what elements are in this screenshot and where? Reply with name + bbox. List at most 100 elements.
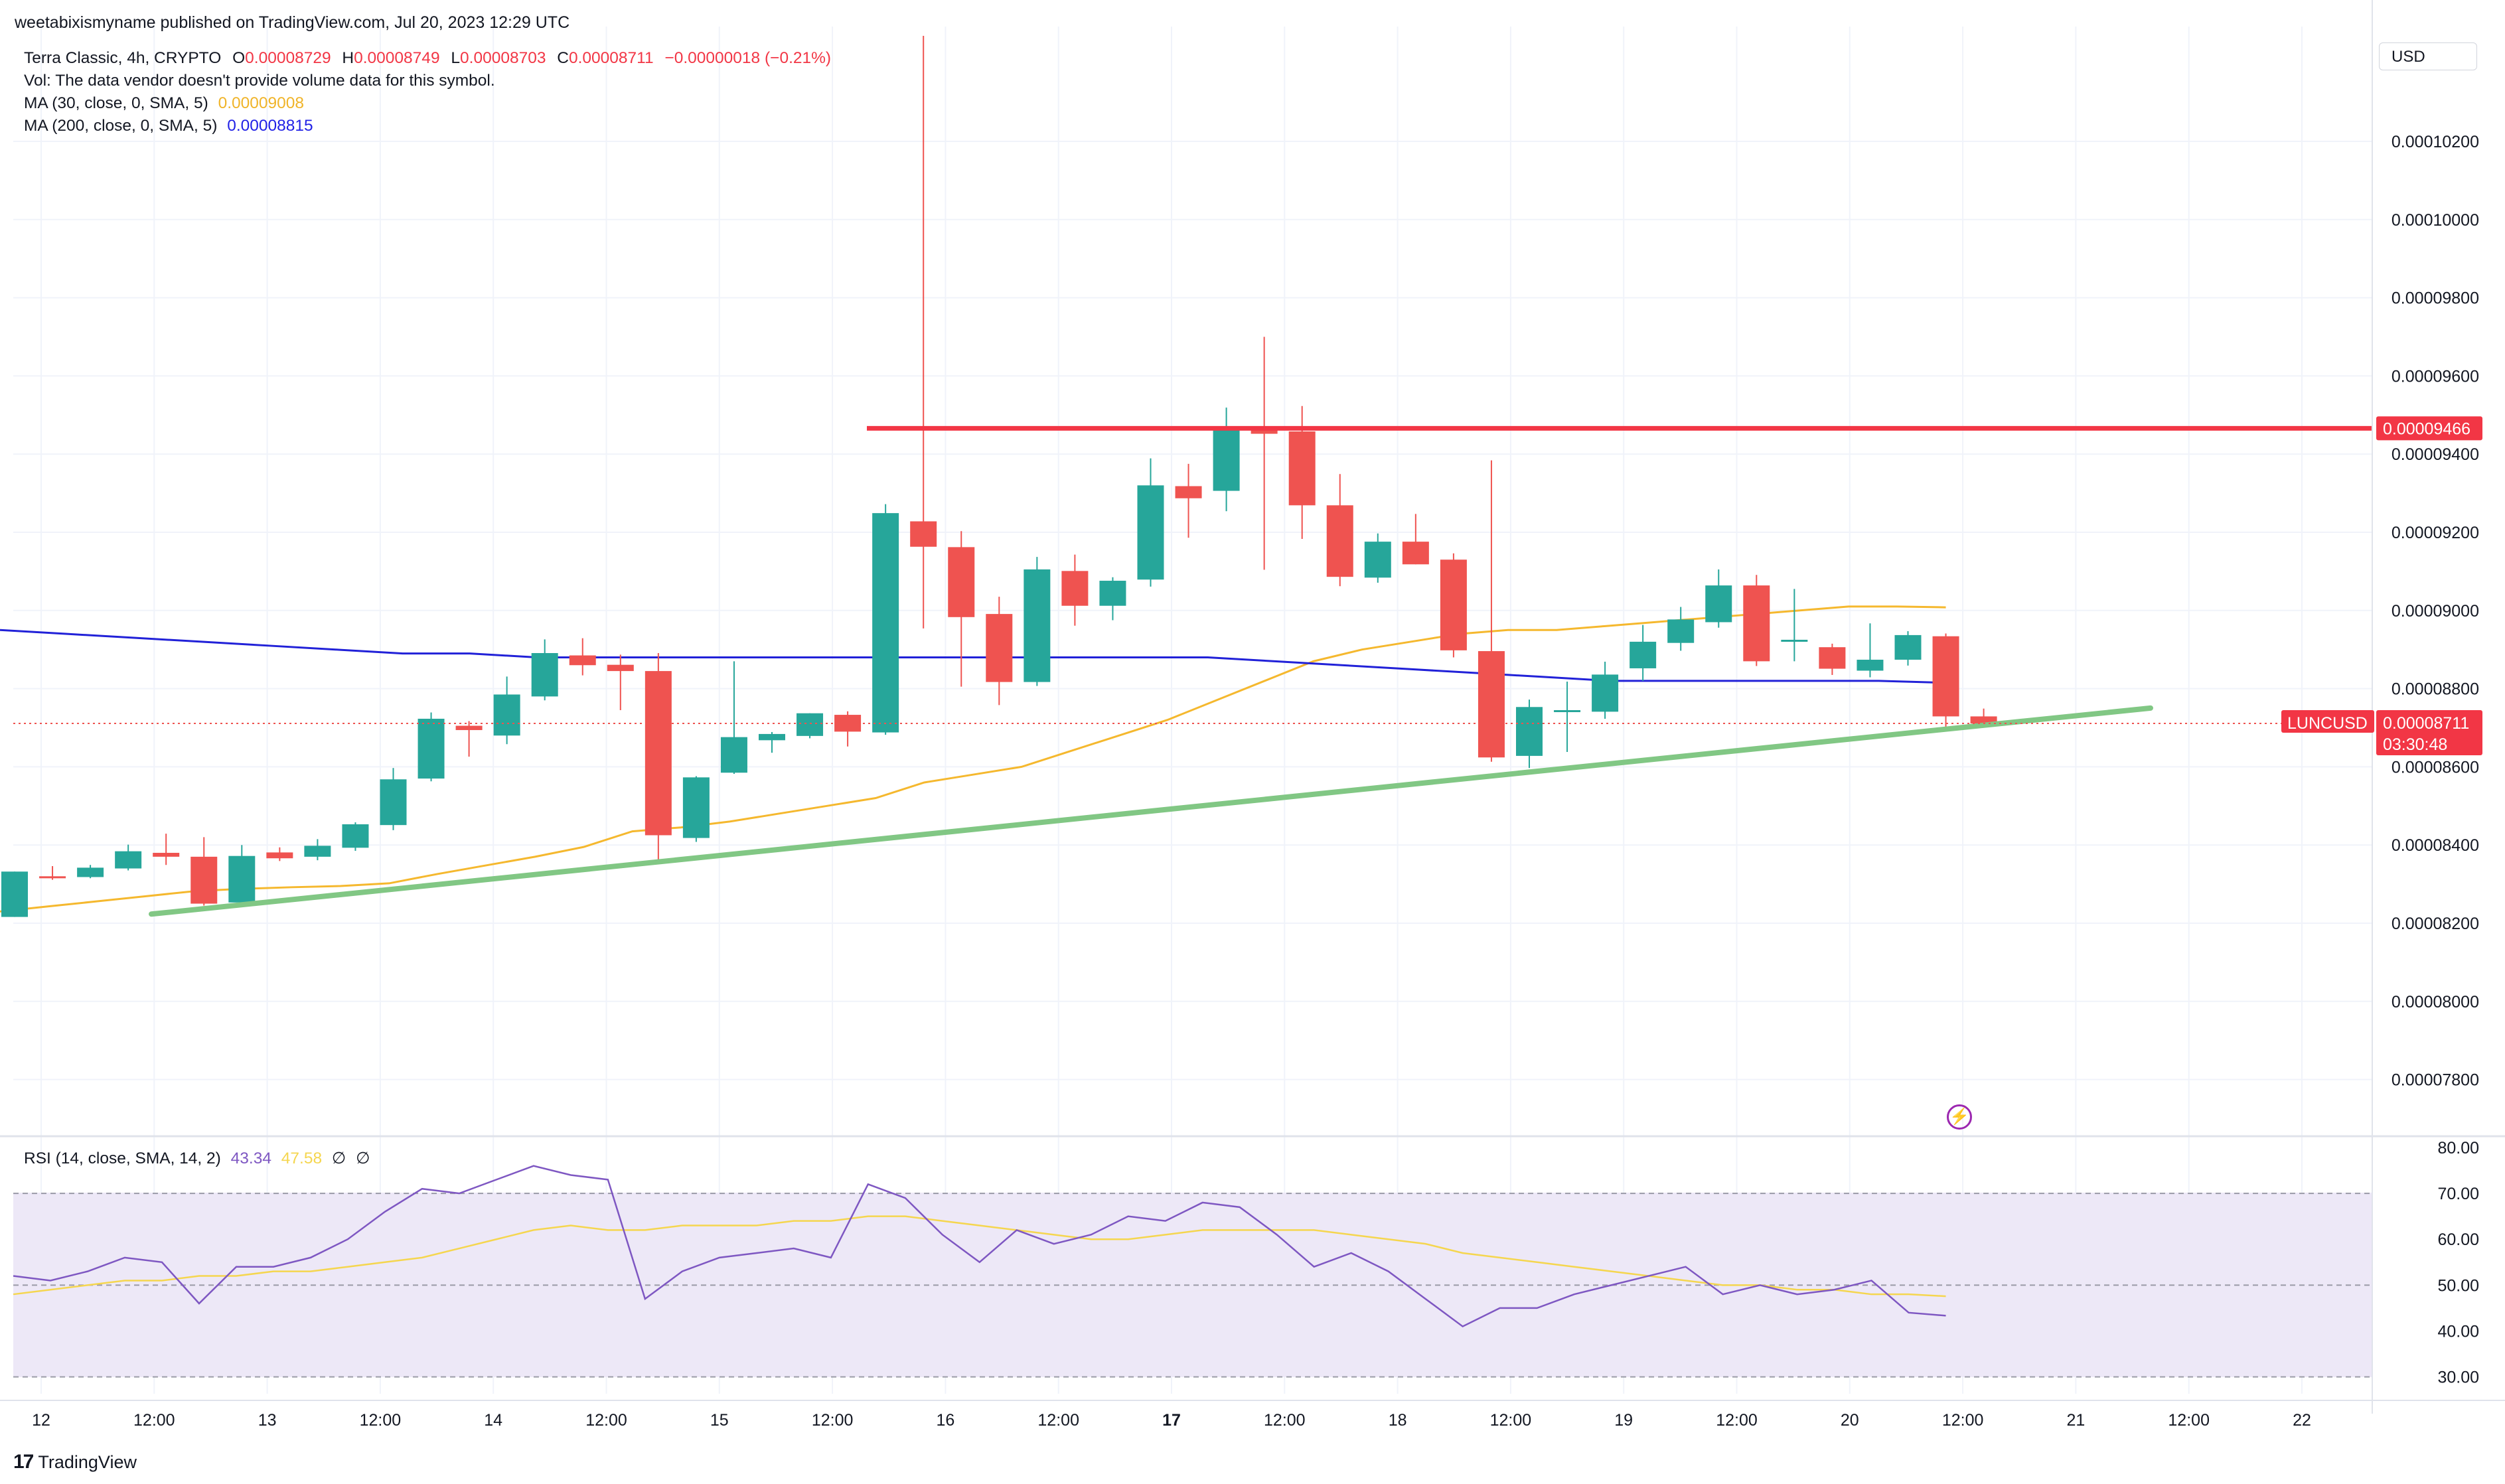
- candle-down: [455, 725, 483, 731]
- moving-average-lines: [0, 605, 1946, 913]
- y-tick-label: 0.00008400: [2391, 836, 2479, 855]
- y-tick-label: 0.00009200: [2391, 524, 2479, 542]
- x-tick-label: 12:00: [585, 1411, 627, 1430]
- support-trendline[interactable]: [149, 705, 2153, 917]
- x-tick-label: 12:00: [133, 1411, 175, 1430]
- x-tick-label: 15: [710, 1411, 729, 1430]
- candle-up: [759, 733, 785, 741]
- rsi-ma-value: 47.58: [281, 1150, 323, 1167]
- x-tick-label: 18: [1389, 1411, 1407, 1430]
- x-tick-label: 12:00: [1037, 1411, 1079, 1430]
- last-price-tag: [2376, 710, 2482, 756]
- rsi-y-tick-label: 70.00: [2437, 1185, 2479, 1203]
- close-label: C: [557, 49, 569, 67]
- countdown-text: 03:30:48: [2383, 735, 2447, 754]
- candle-up: [77, 867, 104, 877]
- rsi-empty-2: ∅: [356, 1150, 370, 1167]
- change-value: −0.00000018 (−0.21%): [664, 49, 832, 67]
- candle-up: [1630, 641, 1657, 668]
- ma200-legend: MA (200, close, 0, SMA, 5) 0.00008815: [24, 117, 313, 135]
- candle-down: [1288, 431, 1316, 506]
- y-tick-label: 0.00009000: [2391, 602, 2479, 621]
- rsi-legend: RSI (14, close, SMA, 14, 2) 43.34 47.58 …: [24, 1148, 370, 1168]
- candle-up: [304, 846, 331, 857]
- volume-note: Vol: The data vendor doesn't provide vol…: [24, 72, 495, 90]
- rsi-ma-line: [13, 1215, 1946, 1298]
- rsi-y-tick-label: 30.00: [2437, 1369, 2479, 1387]
- x-tick-label: 12:00: [1942, 1411, 1984, 1430]
- ma30-legend: MA (30, close, 0, SMA, 5) 0.00009008: [24, 94, 304, 113]
- candle-down: [607, 664, 634, 672]
- rsi-value: 43.34: [230, 1150, 271, 1167]
- currency-button[interactable]: USD: [2379, 42, 2477, 70]
- candle-down: [190, 856, 218, 904]
- high-label: H: [342, 49, 354, 67]
- x-tick-label: 12:00: [1490, 1411, 1532, 1430]
- candle-down: [986, 614, 1013, 682]
- symbol-tag-text: LUNCUSD: [2287, 714, 2368, 733]
- candle-down: [1478, 651, 1505, 758]
- candle-up: [1894, 634, 1922, 660]
- candlestick-series: [1, 35, 1997, 917]
- candle-up: [1554, 709, 1581, 712]
- candle-up: [720, 737, 747, 773]
- ma200-line: [0, 629, 1946, 684]
- candle-down: [1743, 585, 1770, 662]
- candle-up: [1024, 569, 1051, 682]
- open-label: O: [232, 49, 246, 67]
- open-value: 0.00008729: [245, 49, 331, 67]
- candle-down: [39, 876, 66, 879]
- tradingview-logo: 17 TradingView: [13, 1451, 137, 1473]
- candle-up: [493, 694, 520, 736]
- y-tick-label: 0.00008000: [2391, 993, 2479, 1011]
- candle-up: [797, 713, 824, 736]
- lightning-icon[interactable]: ⚡: [1947, 1104, 1972, 1130]
- rsi-empty-1: ∅: [331, 1150, 346, 1167]
- low-label: L: [451, 49, 461, 67]
- rsi-y-tick-label: 40.00: [2437, 1322, 2479, 1341]
- rsi-y-tick-label: 80.00: [2437, 1139, 2479, 1157]
- y-tick-label: 0.00008600: [2391, 758, 2479, 777]
- resistance-price-text: 0.00009466: [2383, 419, 2470, 438]
- candle-up: [531, 653, 558, 697]
- x-tick-label: 19: [1614, 1411, 1633, 1430]
- tradingview-mark: 17: [13, 1451, 34, 1473]
- ma200-value: 0.00008815: [227, 117, 313, 135]
- y-tick-label: 0.00010200: [2391, 133, 2479, 151]
- candle-down: [1819, 647, 1846, 669]
- y-tick-label: 0.00007800: [2391, 1071, 2479, 1090]
- ma30-line: [0, 605, 1946, 913]
- y-tick-label: 0.00010000: [2391, 211, 2479, 230]
- candle-up: [1099, 581, 1126, 606]
- y-tick-label: 0.00009400: [2391, 445, 2479, 464]
- candle-up: [228, 855, 256, 903]
- candle-down: [948, 547, 975, 617]
- candle-up: [1516, 707, 1543, 756]
- resistance-price-tag: [2376, 416, 2482, 441]
- rsi-y-tick-label: 50.00: [2437, 1276, 2479, 1295]
- x-tick-label: 12:00: [360, 1411, 402, 1430]
- x-tick-label: 20: [1841, 1411, 1859, 1430]
- x-tick-label: 12:00: [2168, 1411, 2210, 1430]
- drawing-overlays[interactable]: [13, 425, 2372, 917]
- candle-up: [380, 779, 407, 826]
- candle-up: [1705, 585, 1732, 623]
- candle-down: [569, 655, 596, 666]
- candle-down: [910, 521, 937, 547]
- y-tick-label: 0.00009600: [2391, 367, 2479, 386]
- ma30-value: 0.00009008: [218, 94, 305, 112]
- candle-up: [1213, 427, 1240, 491]
- symbol-title: Terra Classic, 4h, CRYPTO: [24, 49, 222, 67]
- last-price-text: 0.00008711: [2383, 714, 2469, 733]
- candle-up: [682, 777, 710, 838]
- candle-up: [1364, 542, 1391, 578]
- candle-up: [1781, 639, 1808, 642]
- candle-down: [1970, 716, 1997, 724]
- rsi-series: [13, 1165, 1946, 1328]
- rsi-line: [13, 1165, 1946, 1328]
- rsi-band-lines: [13, 1193, 2372, 1378]
- high-value: 0.00008749: [354, 49, 440, 67]
- candle-up: [872, 513, 899, 733]
- x-tick-label: 12:00: [1716, 1411, 1758, 1430]
